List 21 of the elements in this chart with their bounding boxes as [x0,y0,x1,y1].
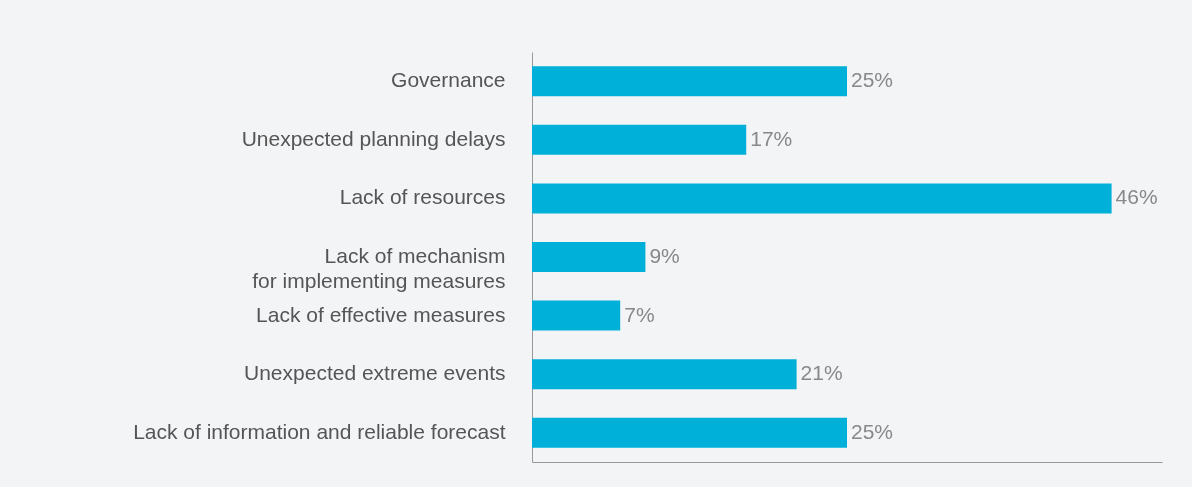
y-tick-label: Lack of resources [339,185,506,209]
y-tick-label: Lack of mechanism for implementing measures [252,244,506,292]
data-label: 7% [624,302,655,326]
data-label: 25% [851,419,894,443]
data-label: 17% [750,126,793,150]
bar [532,124,747,155]
data-label: 46% [1115,185,1158,209]
y-tick-label: Lack of information and reliable forecast [133,419,506,443]
data-label: 9% [649,244,680,267]
data-label: 21% [800,361,843,385]
bar [532,66,847,97]
data-label: 25% [851,68,894,92]
bar [532,183,1112,214]
bar [532,359,797,390]
y-tick-label: Unexpected extreme events [244,361,506,385]
bar [532,300,621,331]
bar [532,417,847,448]
y-tick-label: Unexpected planning delays [241,126,506,150]
y-tick-label: Governance [391,68,506,92]
bar [532,242,646,272]
y-tick-label: Lack of effective measures [256,302,506,326]
